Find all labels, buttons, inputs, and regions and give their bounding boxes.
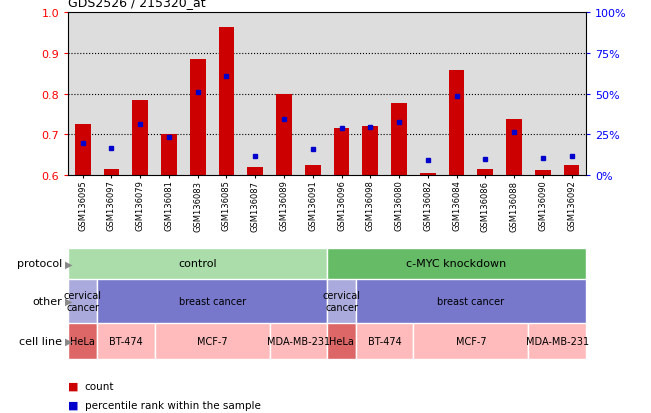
Bar	[327, 248, 586, 279]
Text: MDA-MB-231: MDA-MB-231	[525, 336, 589, 347]
Text: other: other	[32, 296, 62, 306]
Bar	[68, 279, 97, 323]
Bar	[529, 323, 586, 359]
Bar	[327, 323, 356, 359]
Bar	[68, 323, 97, 359]
Bar	[68, 248, 327, 279]
Bar	[161, 135, 177, 176]
Text: breast cancer: breast cancer	[178, 296, 245, 306]
Bar	[132, 100, 148, 176]
Text: cervical
cancer: cervical cancer	[64, 290, 102, 312]
Text: HeLa: HeLa	[329, 336, 354, 347]
Bar	[506, 120, 522, 176]
Text: MCF-7: MCF-7	[456, 336, 486, 347]
Bar	[75, 125, 90, 176]
Text: BT-474: BT-474	[368, 336, 402, 347]
Bar	[247, 168, 263, 176]
Text: count: count	[85, 381, 114, 391]
Text: ▶: ▶	[65, 336, 73, 347]
Bar	[333, 129, 350, 176]
Text: control: control	[178, 259, 217, 269]
Bar	[413, 323, 529, 359]
Text: breast cancer: breast cancer	[437, 296, 505, 306]
Text: GDS2526 / 215320_at: GDS2526 / 215320_at	[68, 0, 206, 9]
Text: c-MYC knockdown: c-MYC knockdown	[406, 259, 506, 269]
Bar	[356, 279, 586, 323]
Text: ▶: ▶	[65, 259, 73, 269]
Bar	[363, 127, 378, 176]
Text: ■: ■	[68, 381, 79, 391]
Text: MDA-MB-231: MDA-MB-231	[267, 336, 330, 347]
Bar	[97, 323, 155, 359]
Text: protocol: protocol	[16, 259, 62, 269]
Text: MCF-7: MCF-7	[197, 336, 227, 347]
Text: HeLa: HeLa	[70, 336, 95, 347]
Text: ▶: ▶	[65, 296, 73, 306]
Bar	[219, 28, 234, 176]
Bar	[190, 60, 206, 176]
Bar	[535, 171, 551, 176]
Bar	[420, 174, 436, 176]
Bar	[356, 323, 413, 359]
Bar	[391, 103, 407, 176]
Bar	[155, 323, 270, 359]
Text: cervical
cancer: cervical cancer	[322, 290, 361, 312]
Bar	[564, 166, 579, 176]
Text: cell line: cell line	[19, 336, 62, 347]
Text: ■: ■	[68, 400, 79, 410]
Bar	[327, 279, 356, 323]
Bar	[305, 166, 321, 176]
Bar	[104, 170, 119, 176]
Bar	[477, 170, 493, 176]
Bar	[276, 94, 292, 176]
Text: BT-474: BT-474	[109, 336, 143, 347]
Bar	[97, 279, 327, 323]
Bar	[270, 323, 327, 359]
Text: percentile rank within the sample: percentile rank within the sample	[85, 400, 260, 410]
Bar	[449, 71, 464, 176]
